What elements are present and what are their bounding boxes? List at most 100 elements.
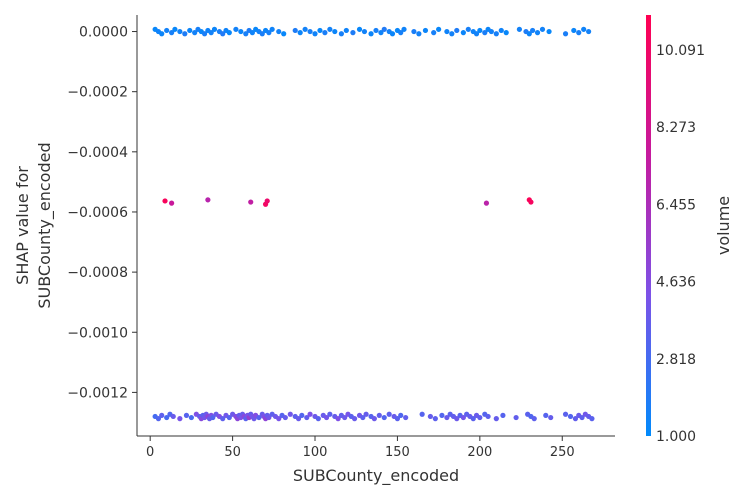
- data-point: [323, 414, 330, 421]
- data-point: [371, 416, 377, 422]
- data-point: [360, 414, 366, 421]
- colorbar-tick-label: 6.455: [656, 197, 696, 213]
- data-point: [155, 416, 162, 422]
- data-point: [248, 199, 254, 205]
- data-point: [562, 411, 569, 417]
- axes-layer: 0 50 100 150 200 250 0.0000 −0.0002 −0.0004 −0.00…: [13, 15, 615, 486]
- data-point: [401, 26, 407, 32]
- data-point: [210, 414, 216, 421]
- data-point: [208, 30, 214, 36]
- data-point: [460, 30, 466, 36]
- data-point: [460, 414, 466, 421]
- data-point: [470, 416, 476, 422]
- data-point: [436, 26, 442, 32]
- data-point: [513, 414, 519, 421]
- data-point: [548, 414, 554, 421]
- data-point: [299, 412, 305, 418]
- data-point: [327, 26, 333, 32]
- data-point: [411, 28, 417, 35]
- y-tick-label: −0.0006: [67, 205, 128, 221]
- y-axis-label-line: SHAP value for: [13, 166, 32, 285]
- data-point: [172, 26, 178, 32]
- data-point: [304, 414, 310, 421]
- data-point: [282, 414, 288, 421]
- data-point: [543, 412, 549, 418]
- data-point: [503, 30, 509, 36]
- data-point: [431, 30, 437, 36]
- data-point: [256, 414, 262, 421]
- data-point: [302, 26, 308, 32]
- data-point: [439, 412, 445, 418]
- data-point: [422, 27, 429, 34]
- data-point: [226, 30, 232, 36]
- x-axis-label: SUBCounty_encoded: [293, 466, 459, 486]
- data-point: [482, 30, 488, 36]
- x-tick-label: 50: [224, 445, 241, 460]
- data-point: [531, 416, 537, 422]
- data-point: [419, 411, 425, 417]
- data-point: [338, 31, 344, 37]
- data-point: [465, 26, 471, 32]
- data-point: [498, 27, 504, 34]
- data-point: [398, 30, 404, 36]
- data-point: [243, 31, 249, 37]
- data-point: [432, 416, 438, 422]
- data-point: [182, 31, 188, 37]
- data-point: [398, 412, 404, 418]
- data-point: [205, 197, 211, 203]
- data-point: [485, 413, 491, 420]
- data-point: [169, 30, 175, 36]
- data-point: [403, 414, 409, 421]
- data-point: [572, 416, 579, 422]
- data-point: [368, 31, 374, 37]
- y-tick-label: −0.0004: [67, 145, 128, 161]
- y-tick-label: −0.0012: [67, 385, 128, 401]
- data-point: [238, 28, 244, 35]
- data-point: [581, 26, 587, 32]
- data-point: [576, 30, 582, 36]
- data-point: [187, 27, 193, 34]
- data-point: [307, 28, 313, 35]
- data-point: [188, 414, 194, 421]
- y-tick-label: −0.0008: [67, 265, 128, 281]
- data-point: [220, 416, 226, 422]
- data-point: [477, 414, 483, 421]
- x-tick-label: 0: [146, 445, 154, 460]
- colorbar-tick-label: 8.273: [656, 120, 696, 136]
- data-point: [307, 411, 313, 417]
- data-point: [295, 416, 302, 422]
- data-point: [454, 416, 460, 422]
- data-point: [394, 416, 401, 422]
- y-axis-label-line: SUBCounty_encoded: [35, 142, 55, 308]
- data-point: [483, 200, 490, 206]
- colorbar-tick-label: 4.636: [656, 275, 696, 291]
- data-point: [534, 30, 541, 36]
- data-point: [350, 30, 356, 36]
- colorbar-gradient: [646, 15, 651, 436]
- data-point: [528, 199, 534, 205]
- data-point: [589, 416, 595, 422]
- data-point: [287, 411, 293, 417]
- data-point: [493, 31, 499, 37]
- x-tick-label: 200: [467, 445, 492, 460]
- y-tick-label: −0.0010: [67, 325, 128, 341]
- data-point: [192, 30, 198, 36]
- data-point: [343, 27, 349, 34]
- data-point: [317, 27, 323, 34]
- data-point: [312, 31, 318, 37]
- colorbar-tick-label: 2.818: [656, 352, 696, 368]
- data-point: [162, 198, 168, 204]
- data-point: [220, 31, 226, 37]
- colorbar-tick-label: 1.000: [656, 429, 696, 445]
- data-point: [373, 27, 379, 34]
- data-point: [539, 26, 546, 32]
- data-point: [292, 27, 298, 34]
- data-point: [389, 31, 396, 37]
- colorbar-tick-label: 10.091: [656, 43, 705, 59]
- data-point: [327, 411, 333, 417]
- data-point: [226, 414, 232, 421]
- data-point: [183, 412, 190, 418]
- data-point: [281, 31, 287, 37]
